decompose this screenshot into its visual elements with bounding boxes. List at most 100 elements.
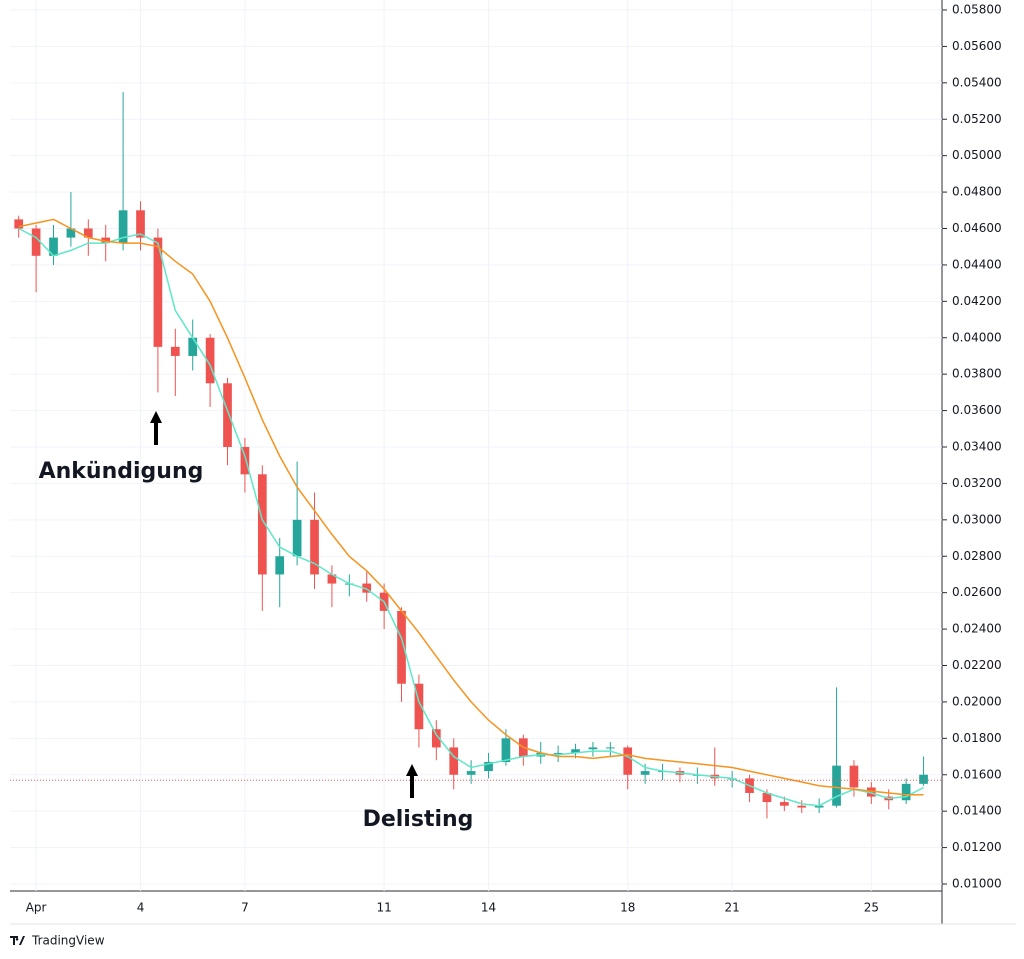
logo-icon (10, 936, 25, 945)
candle-body (223, 383, 232, 447)
candle (919, 756, 928, 786)
candle (188, 319, 198, 371)
candle-body (327, 574, 337, 584)
candle (66, 192, 76, 247)
x-tick-label: 18 (620, 901, 635, 915)
candle-body (240, 447, 250, 475)
y-tick-label: 0.03000 (952, 512, 1002, 526)
annotation-arrow (406, 764, 418, 798)
candle-body (414, 683, 424, 730)
y-tick-label: 0.01800 (952, 731, 1002, 745)
candle-body (919, 774, 928, 784)
candle (223, 377, 232, 466)
candle-body (188, 337, 198, 356)
annotation: Delisting (363, 807, 474, 832)
candle (849, 760, 859, 797)
x-tick-label: 7 (241, 901, 249, 915)
candle (414, 674, 424, 748)
candle-body (205, 337, 215, 384)
candle-body (501, 738, 511, 763)
candle-body (257, 474, 267, 575)
moving-average (18, 218, 924, 796)
y-tick-label: 0.04400 (952, 257, 1002, 271)
candle (449, 738, 459, 790)
x-tick-label: 25 (864, 901, 879, 915)
y-tick-label: 0.03800 (952, 367, 1002, 381)
candle-body (275, 556, 285, 575)
candle-body (118, 210, 128, 244)
candle (31, 224, 41, 293)
candle (623, 745, 633, 790)
candle (466, 760, 476, 784)
candle-body (466, 771, 476, 775)
y-tick-label: 0.05800 (952, 3, 1002, 17)
candle (205, 334, 215, 407)
candle (49, 224, 58, 265)
y-tick-label: 0.04200 (952, 294, 1002, 308)
candle-body (310, 519, 319, 575)
candle (484, 752, 493, 779)
candle-body (571, 749, 580, 753)
candle (118, 91, 128, 251)
candle (431, 720, 441, 761)
y-tick-label: 0.02800 (952, 549, 1002, 563)
x-tick-label: 21 (725, 901, 740, 915)
grid (10, 0, 942, 891)
y-tick-label: 0.01200 (952, 840, 1002, 854)
candle-body (762, 792, 772, 803)
y-tick-label: 0.02600 (952, 585, 1002, 599)
candle (310, 492, 319, 590)
y-tick-label: 0.05000 (952, 148, 1002, 162)
candle (275, 538, 285, 608)
y-tick-label: 0.04600 (952, 221, 1002, 235)
candle-body (153, 237, 163, 347)
y-tick-label: 0.02000 (952, 694, 1002, 708)
candle (240, 437, 250, 493)
candle-body (14, 219, 24, 229)
brand: TradingView (31, 934, 105, 948)
candle (901, 778, 911, 804)
candle-body (484, 762, 493, 772)
x-tick-label: 11 (376, 901, 391, 915)
y-tick-label: 0.02200 (952, 658, 1002, 672)
y-tick-label: 0.05600 (952, 39, 1002, 53)
annotation: Ankündigung (39, 459, 204, 484)
candle-body (867, 787, 876, 797)
candle-body (397, 610, 406, 684)
candle-body (136, 210, 145, 238)
annotation-arrow (150, 411, 162, 445)
candle-body (362, 583, 372, 593)
candle-body (83, 228, 93, 238)
candle (153, 228, 163, 393)
candle (327, 565, 337, 608)
candle-body (553, 752, 563, 754)
candle (553, 745, 563, 763)
candle (588, 741, 598, 757)
candle-body (66, 228, 76, 238)
candle (762, 789, 772, 819)
y-tick-label: 0.01600 (952, 767, 1002, 781)
candle (797, 800, 807, 813)
candle-body (449, 747, 459, 775)
y-tick-label: 0.05400 (952, 75, 1002, 89)
y-tick-label: 0.02400 (952, 622, 1002, 636)
candle-body (588, 747, 598, 750)
candle (292, 461, 302, 566)
candle-body (31, 228, 41, 256)
candle-body (605, 747, 615, 749)
candle-body (101, 237, 111, 244)
candle-body (901, 783, 911, 801)
y-tick-label: 0.04800 (952, 185, 1002, 199)
candle (362, 570, 372, 602)
candle-body (49, 237, 58, 256)
candle (136, 201, 145, 251)
y-tick-label: 0.03200 (952, 476, 1002, 490)
y-tick-label: 0.05200 (952, 112, 1002, 126)
x-tick-label: Apr (26, 901, 47, 915)
candle-body (849, 765, 859, 788)
candle-body (292, 519, 302, 557)
candle-body (832, 765, 841, 806)
candle-body (779, 802, 789, 806)
